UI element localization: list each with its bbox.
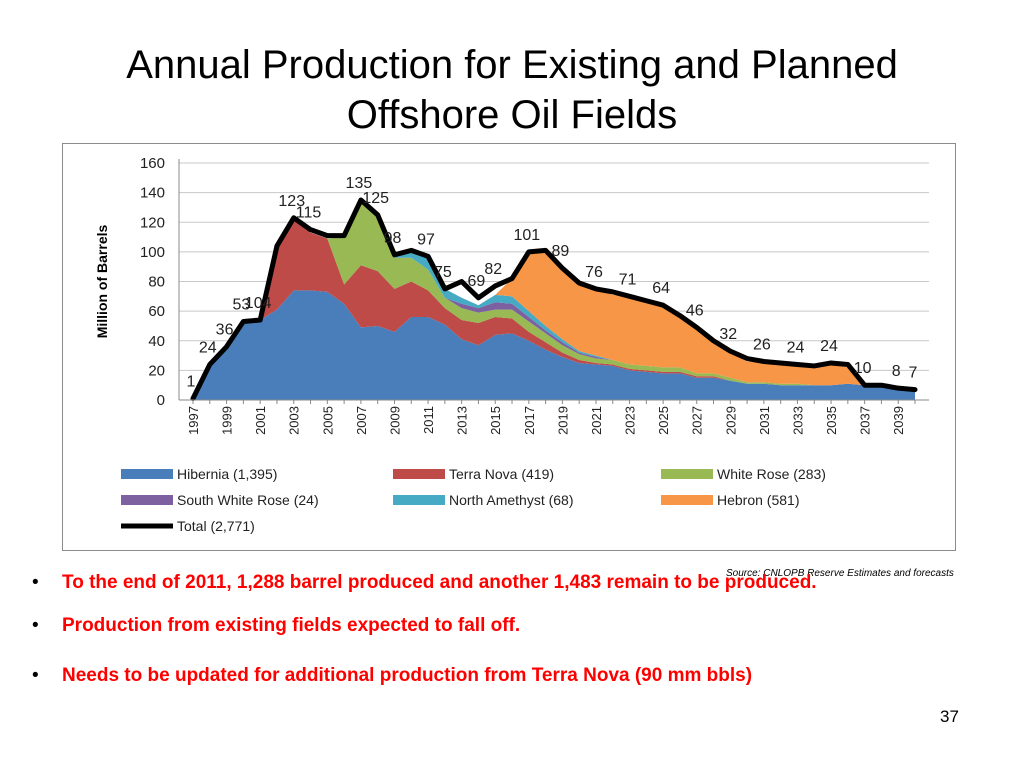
data-label: 10	[854, 360, 872, 377]
data-label: 1	[187, 374, 196, 391]
data-label: 24	[787, 339, 805, 356]
x-tick-label: 2001	[253, 406, 268, 435]
x-tick-label: 2031	[757, 406, 772, 435]
x-tick-label: 2007	[354, 406, 369, 435]
y-tick-label: 80	[148, 274, 165, 291]
legend: Hibernia (1,395) Terra Nova (419) White Ro…	[121, 466, 826, 534]
data-label: 97	[417, 231, 435, 248]
bullet-marker: •	[32, 665, 39, 686]
bullet-marker: •	[32, 572, 39, 593]
data-label: 32	[719, 326, 737, 343]
bullet-item: • Production from existing fields expect…	[32, 613, 932, 639]
data-label: 24	[820, 338, 838, 355]
x-tick-label: 2015	[488, 406, 503, 435]
x-tick-label: 2027	[690, 406, 705, 435]
data-label: 53	[232, 296, 250, 313]
x-tick-label: 2019	[555, 406, 570, 435]
y-tick-label: 160	[140, 155, 165, 172]
data-label: 115	[296, 205, 322, 222]
data-label: 71	[619, 271, 637, 288]
x-tick-label: 2011	[421, 406, 436, 434]
legend-swatch	[121, 495, 173, 505]
y-tick-label: 100	[140, 244, 165, 261]
legend-swatch	[661, 469, 713, 479]
legend-swatch	[661, 495, 713, 505]
legend-swatch	[393, 495, 445, 505]
x-tick-label: 2013	[455, 406, 470, 435]
x-tick-label: 2037	[858, 406, 873, 435]
slide-title: Annual Production for Existing and Plann…	[0, 40, 1024, 140]
data-label: 7	[909, 365, 918, 382]
data-label: 24	[199, 339, 217, 356]
data-label: 76	[585, 264, 603, 281]
legend-label: Hebron (581)	[717, 492, 800, 508]
data-label: 69	[468, 273, 486, 290]
y-tick-label: 140	[140, 185, 165, 202]
x-tick-label: 2029	[723, 406, 738, 435]
legend-label: North Amethyst (68)	[449, 492, 574, 508]
x-tick-label: 1997	[186, 406, 201, 435]
y-axis-title: Million of Barrels	[94, 225, 110, 339]
x-tick-label: 2021	[589, 406, 604, 435]
x-tick-label: 2023	[623, 406, 638, 435]
data-label: 36	[216, 322, 234, 339]
y-tick-label: 60	[148, 303, 165, 320]
area-series	[193, 200, 915, 399]
data-label: 135	[346, 175, 373, 192]
x-tick-label: 2009	[387, 406, 402, 435]
legend-label: South White Rose (24)	[177, 492, 319, 508]
legend-label: White Rose (283)	[717, 466, 826, 482]
data-label: 98	[384, 230, 402, 247]
bullet-marker: •	[32, 615, 39, 636]
legend-swatch	[121, 469, 173, 479]
x-tick-label: 2005	[320, 406, 335, 435]
x-tick-label: 2039	[891, 406, 906, 435]
legend-label: Hibernia (1,395)	[177, 466, 277, 482]
x-tick-label: 2025	[656, 406, 671, 435]
bullet-text: Production from existing fields expected…	[62, 615, 521, 636]
slide-title-line-2: Offshore Oil Fields	[346, 93, 678, 137]
axes: 0 20 40 60 80 100 120 140 160 1997 1999 2001 2003 200…	[94, 155, 929, 435]
y-tick-label: 40	[148, 333, 165, 350]
x-tick-label: 2003	[287, 406, 302, 435]
data-label: 89	[551, 243, 569, 260]
area-series	[193, 200, 915, 399]
data-label: 8	[892, 363, 901, 380]
production-chart: 0 20 40 60 80 100 120 140 160 1997 1999 2001 2003 200…	[94, 155, 929, 534]
data-label: 123	[278, 193, 305, 210]
bullet-list: • To the end of 2011, 1,288 barrel produ…	[32, 570, 932, 689]
y-tick-label: 120	[140, 214, 165, 231]
x-tick-label: 1999	[220, 406, 235, 435]
chart-frame: 0 20 40 60 80 100 120 140 160 1997 1999 2001 2003 200…	[62, 143, 956, 551]
source-note: Source: CNLOPB Reserve Estimates and for…	[726, 568, 954, 579]
legend-swatch	[393, 469, 445, 479]
bullet-text: Needs to be updated for additional produ…	[62, 665, 753, 686]
total-line	[190, 197, 918, 402]
data-label: 46	[686, 302, 704, 319]
legend-label: Terra Nova (419)	[449, 466, 554, 482]
y-tick-label: 0	[157, 392, 165, 409]
data-label: 64	[652, 280, 670, 297]
bullet-text: To the end of 2011, 1,288 barrel produce…	[62, 572, 817, 593]
slide-title-line-1: Annual Production for Existing and Plann…	[126, 43, 898, 87]
x-tick-label: 2035	[824, 406, 839, 435]
data-label: 75	[434, 264, 452, 281]
legend-label: Total (2,771)	[177, 518, 255, 534]
x-tick-label: 2033	[790, 406, 805, 435]
y-tick-label: 20	[148, 362, 165, 379]
data-label: 82	[484, 261, 502, 278]
data-label: 125	[362, 190, 389, 207]
x-tick-label: 2017	[522, 406, 537, 435]
page-number: 37	[940, 707, 959, 726]
stacked-areas	[193, 200, 915, 400]
data-label: 104	[245, 295, 272, 312]
data-label: 101	[513, 227, 540, 244]
total-line-group	[190, 197, 918, 402]
bullet-item: • Needs to be updated for additional pro…	[32, 663, 932, 689]
bullet-item: • To the end of 2011, 1,288 barrel produ…	[32, 570, 932, 596]
area-series	[193, 290, 915, 400]
data-label: 26	[753, 336, 771, 353]
